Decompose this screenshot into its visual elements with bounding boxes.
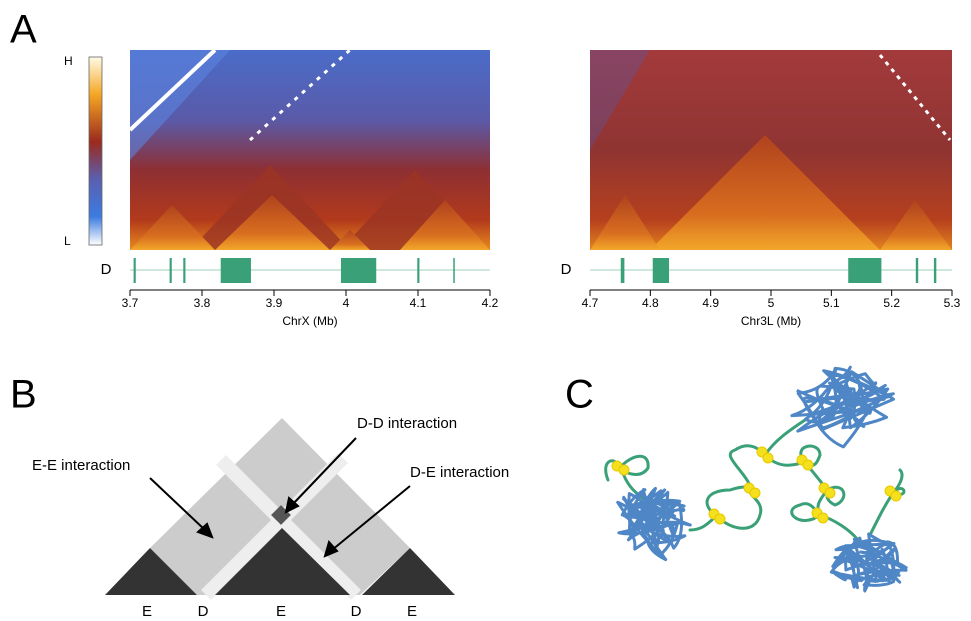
colorbar-low: L	[64, 234, 71, 248]
x-tick-label: 4.1	[410, 296, 427, 310]
x-tick-label: 5.1	[823, 296, 840, 310]
panel-label: C	[565, 373, 594, 417]
panel-label: A	[10, 8, 37, 52]
domain	[933, 258, 937, 283]
domain	[848, 258, 882, 283]
domain	[417, 258, 420, 283]
x-axis-label: Chr3L (Mb)	[741, 314, 801, 328]
domain	[620, 258, 625, 283]
track-label: D	[101, 261, 112, 278]
domain	[652, 258, 670, 283]
domain	[169, 258, 172, 283]
x-tick-label: 5.2	[883, 296, 900, 310]
base-label: E	[276, 603, 286, 620]
chromatin-model	[604, 365, 908, 593]
x-axis-label: ChrX (Mb)	[282, 314, 337, 328]
x-tick-label: 4.9	[702, 296, 719, 310]
colorbar	[88, 56, 103, 246]
colorbar-high: H	[64, 54, 73, 68]
domain	[453, 258, 455, 283]
annotation: E-E interaction	[32, 457, 130, 474]
x-tick-label: 5.3	[944, 296, 961, 310]
x-tick-label: 4.7	[582, 296, 599, 310]
base-label: D	[198, 603, 209, 620]
annotation: D-E interaction	[410, 464, 509, 481]
domain	[183, 258, 186, 283]
heatmap-left	[128, 48, 490, 250]
x-tick-label: 3.9	[266, 296, 283, 310]
chromatin-domain	[616, 486, 692, 562]
tad-diagram	[105, 418, 455, 600]
base-label: E	[407, 603, 417, 620]
x-tick-label: 3.8	[194, 296, 211, 310]
panel-label: B	[10, 373, 37, 417]
x-tick-label: 5	[768, 296, 775, 310]
chromatin-domain	[829, 532, 908, 593]
base-label: D	[351, 603, 362, 620]
x-tick-label: 4.2	[482, 296, 499, 310]
heatmap-right	[590, 50, 952, 250]
x-tick-label: 3.7	[122, 296, 139, 310]
domain	[340, 258, 377, 283]
domain	[220, 258, 251, 283]
domain	[915, 258, 919, 283]
x-tick-label: 4.8	[642, 296, 659, 310]
base-label: E	[142, 603, 152, 620]
chromatin-domain	[790, 365, 895, 449]
track-label: D	[561, 261, 572, 278]
x-tick-label: 4	[343, 296, 350, 310]
domain	[133, 258, 136, 283]
annotation: D-D interaction	[357, 415, 457, 432]
